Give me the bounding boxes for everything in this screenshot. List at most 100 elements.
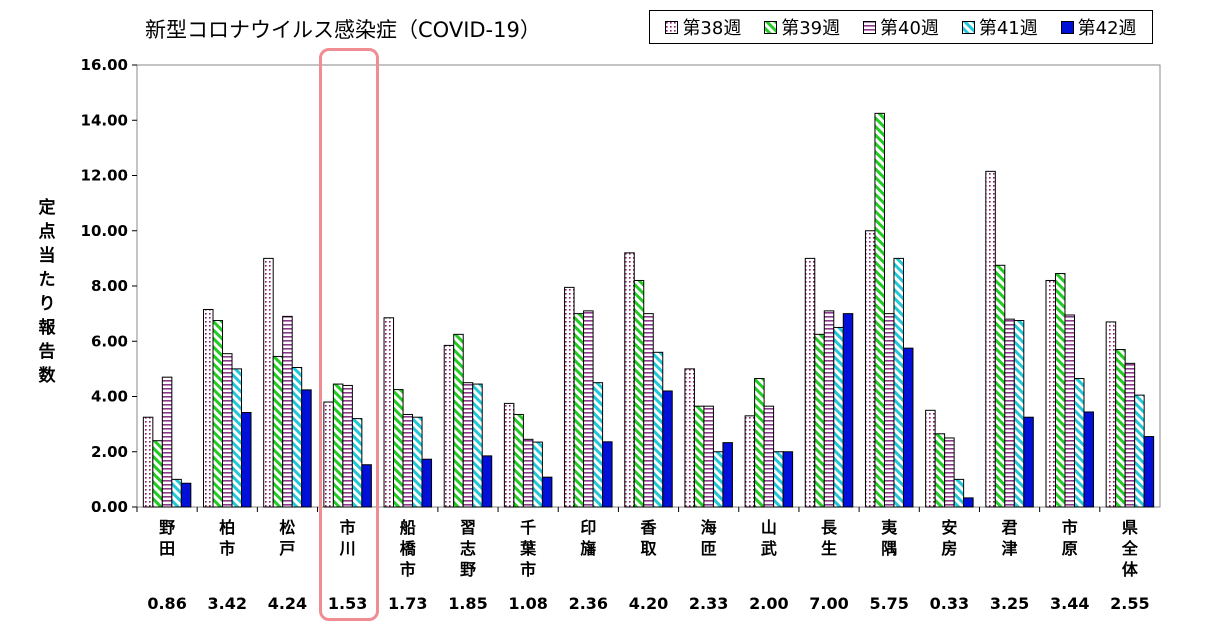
latest-value-label: 0.86: [147, 594, 186, 613]
y-axis-label: 定点当たり報告数: [38, 198, 56, 386]
bar-長生-第39週: [814, 333, 825, 508]
legend-label: 第40週: [880, 18, 939, 39]
latest-value-label: 4.20: [629, 594, 668, 613]
bar-君津-第38週: [985, 170, 996, 508]
x-tick-label: 夷隅: [881, 518, 898, 558]
bar-印旛-第39週: [573, 313, 585, 508]
bar-夷隅-第39週: [874, 112, 885, 508]
bar-市原-第42週: [1083, 411, 1094, 508]
bar-千葉市-第40週: [522, 438, 534, 508]
y-tick-label: 0.00: [91, 498, 128, 516]
bar-安房-第38週: [925, 409, 936, 508]
legend-entry: 第39週: [764, 14, 840, 40]
bar-松戸-第39週: [272, 355, 284, 508]
latest-value-label: 2.00: [749, 594, 788, 613]
latest-value-label: 4.24: [268, 594, 307, 613]
bar-柏市-第39週: [212, 320, 224, 508]
bar-船橋市-第41週: [412, 416, 423, 508]
bar-海匝-第42週: [722, 442, 733, 508]
bar-君津-第39週: [994, 264, 1006, 508]
bar-安房-第41週: [953, 478, 965, 508]
latest-value-label: 1.53: [328, 594, 367, 613]
legend: 第38週 第39週 第40週 第41週 第42週: [649, 10, 1153, 44]
latest-value-label: 3.44: [1050, 594, 1089, 613]
legend-swatch: [1060, 20, 1074, 34]
x-tick-label: 習志野: [460, 518, 476, 579]
legend-label: 第42週: [1077, 18, 1137, 39]
legend-entry: 第41週: [961, 14, 1038, 40]
bar-印旛-第42週: [602, 441, 613, 508]
bar-山武-第40週: [763, 405, 775, 508]
legend-label: 第41週: [978, 18, 1038, 39]
x-tick-label: 山武: [761, 518, 777, 558]
latest-value-label: 2.33: [689, 594, 728, 613]
bar-県全体-第40週: [1124, 362, 1136, 508]
bar-印旛-第41週: [592, 382, 604, 508]
legend-label: 第39週: [781, 18, 841, 39]
y-tick-label: 14.00: [81, 111, 128, 129]
bar-山武-第41週: [773, 451, 784, 508]
x-tick-label: 長生: [821, 518, 838, 558]
bar-安房-第39週: [934, 433, 946, 508]
x-tick-label: 柏市: [219, 518, 235, 558]
x-tick-label: 海匝: [701, 518, 717, 558]
bar-千葉市-第41週: [532, 441, 543, 508]
latest-value-label: 7.00: [809, 594, 848, 613]
bar-安房-第40週: [944, 437, 955, 508]
bar-夷隅-第40週: [883, 313, 895, 508]
bar-山武-第39週: [754, 378, 765, 508]
legend-entry: 第40週: [863, 14, 939, 40]
x-tick-label: 松戸: [279, 518, 295, 558]
x-tick-label: 野田: [159, 518, 175, 558]
legend-entry: 第38週: [665, 14, 741, 40]
bar-印旛-第38週: [564, 286, 575, 508]
bar-県全体-第38週: [1105, 321, 1117, 508]
latest-value-label: 1.85: [448, 594, 487, 613]
y-tick-label: 6.00: [91, 332, 128, 350]
bar-野田-第42週: [180, 482, 192, 508]
bar-習志野-第38週: [443, 344, 455, 508]
bar-市原-第40週: [1064, 314, 1075, 508]
bar-香取-第42週: [662, 390, 673, 508]
bar-夷隅-第41週: [893, 257, 904, 508]
bar-柏市-第41週: [231, 368, 243, 508]
legend-label: 第38週: [682, 18, 742, 39]
bar-市原-第39週: [1054, 273, 1066, 508]
bar-印旛-第40週: [583, 310, 594, 508]
bar-千葉市-第38週: [503, 402, 515, 508]
bar-船橋市-第39週: [393, 389, 404, 508]
bar-野田-第38週: [142, 416, 154, 508]
bar-山武-第38週: [744, 415, 756, 508]
bar-香取-第40週: [643, 313, 654, 508]
x-tick-label: 県全体: [1121, 518, 1139, 579]
y-tick-label: 4.00: [91, 388, 128, 406]
bar-君津-第41週: [1013, 320, 1025, 508]
latest-value-label: 0.33: [930, 594, 969, 613]
x-tick-label: 香取: [639, 518, 657, 558]
y-tick-label: 10.00: [81, 222, 128, 240]
chart-title: 新型コロナウイルス感染症（COVID-19）: [145, 18, 541, 42]
bar-野田-第41週: [171, 478, 182, 508]
y-tick-label: 16.00: [81, 56, 128, 74]
latest-value-label: 5.75: [869, 594, 908, 613]
bar-君津-第42週: [1023, 416, 1034, 508]
bar-海匝-第40週: [703, 405, 714, 508]
x-tick-label: 安房: [941, 518, 957, 558]
legend-swatch: [863, 20, 877, 34]
x-tick-label: 市原: [1062, 518, 1078, 558]
latest-value-label: 2.55: [1110, 594, 1149, 613]
latest-value-label: 3.25: [990, 594, 1029, 613]
bar-習志野-第42週: [481, 455, 493, 508]
legend-entry: 第42週: [1060, 14, 1137, 40]
bar-千葉市-第39週: [513, 413, 524, 508]
latest-value-label: 3.42: [208, 594, 247, 613]
bar-山武-第42週: [782, 451, 794, 508]
bar-習志野-第41週: [472, 383, 483, 508]
bar-県全体-第39週: [1115, 349, 1126, 508]
bar-夷隅-第38週: [864, 230, 876, 508]
bar-船橋市-第40週: [402, 413, 414, 508]
bar-習志野-第40週: [462, 382, 474, 508]
bar-船橋市-第42週: [421, 458, 433, 508]
x-tick-label: 市川: [339, 518, 356, 558]
